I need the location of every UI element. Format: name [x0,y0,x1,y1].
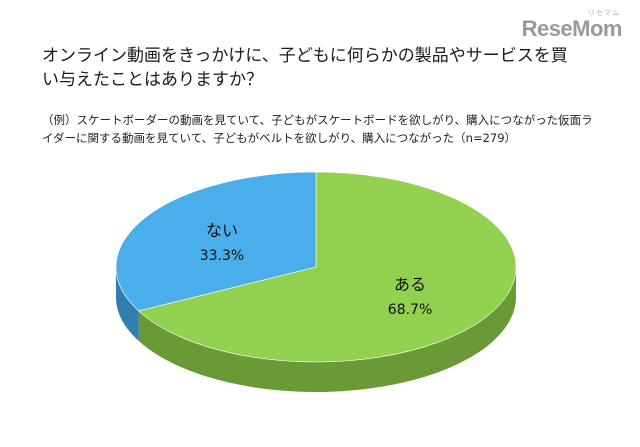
pie-tops [115,171,517,363]
pie-category-label-1: ない [206,221,238,240]
pie-side-1 [116,267,139,341]
pie-value-label-1: 33.3% [200,248,244,264]
pie-category-label-0: ある [394,275,426,294]
pie-side-0 [138,267,516,392]
pie-sides [116,267,516,392]
brand-name: ReseMom [521,16,623,41]
chart-title: オンライン動画をきっかけに、子どもに何らかの製品やサービスを買い与えたことはあり… [42,46,568,90]
pie-labels: ある 68.7% ない 33.3% [200,221,433,318]
brand-logo: リセマム ReseMom [521,8,623,41]
pie-slice-0 [138,171,517,363]
chart-note: （例）スケートボーダーの動画を見ていて、子どもがスケートボードを欲しがり、購入に… [42,113,593,145]
brand-sub-text: リセマム [588,9,620,17]
pie-slice-1 [115,171,317,312]
pie-value-label-0: 68.7% [388,302,432,318]
